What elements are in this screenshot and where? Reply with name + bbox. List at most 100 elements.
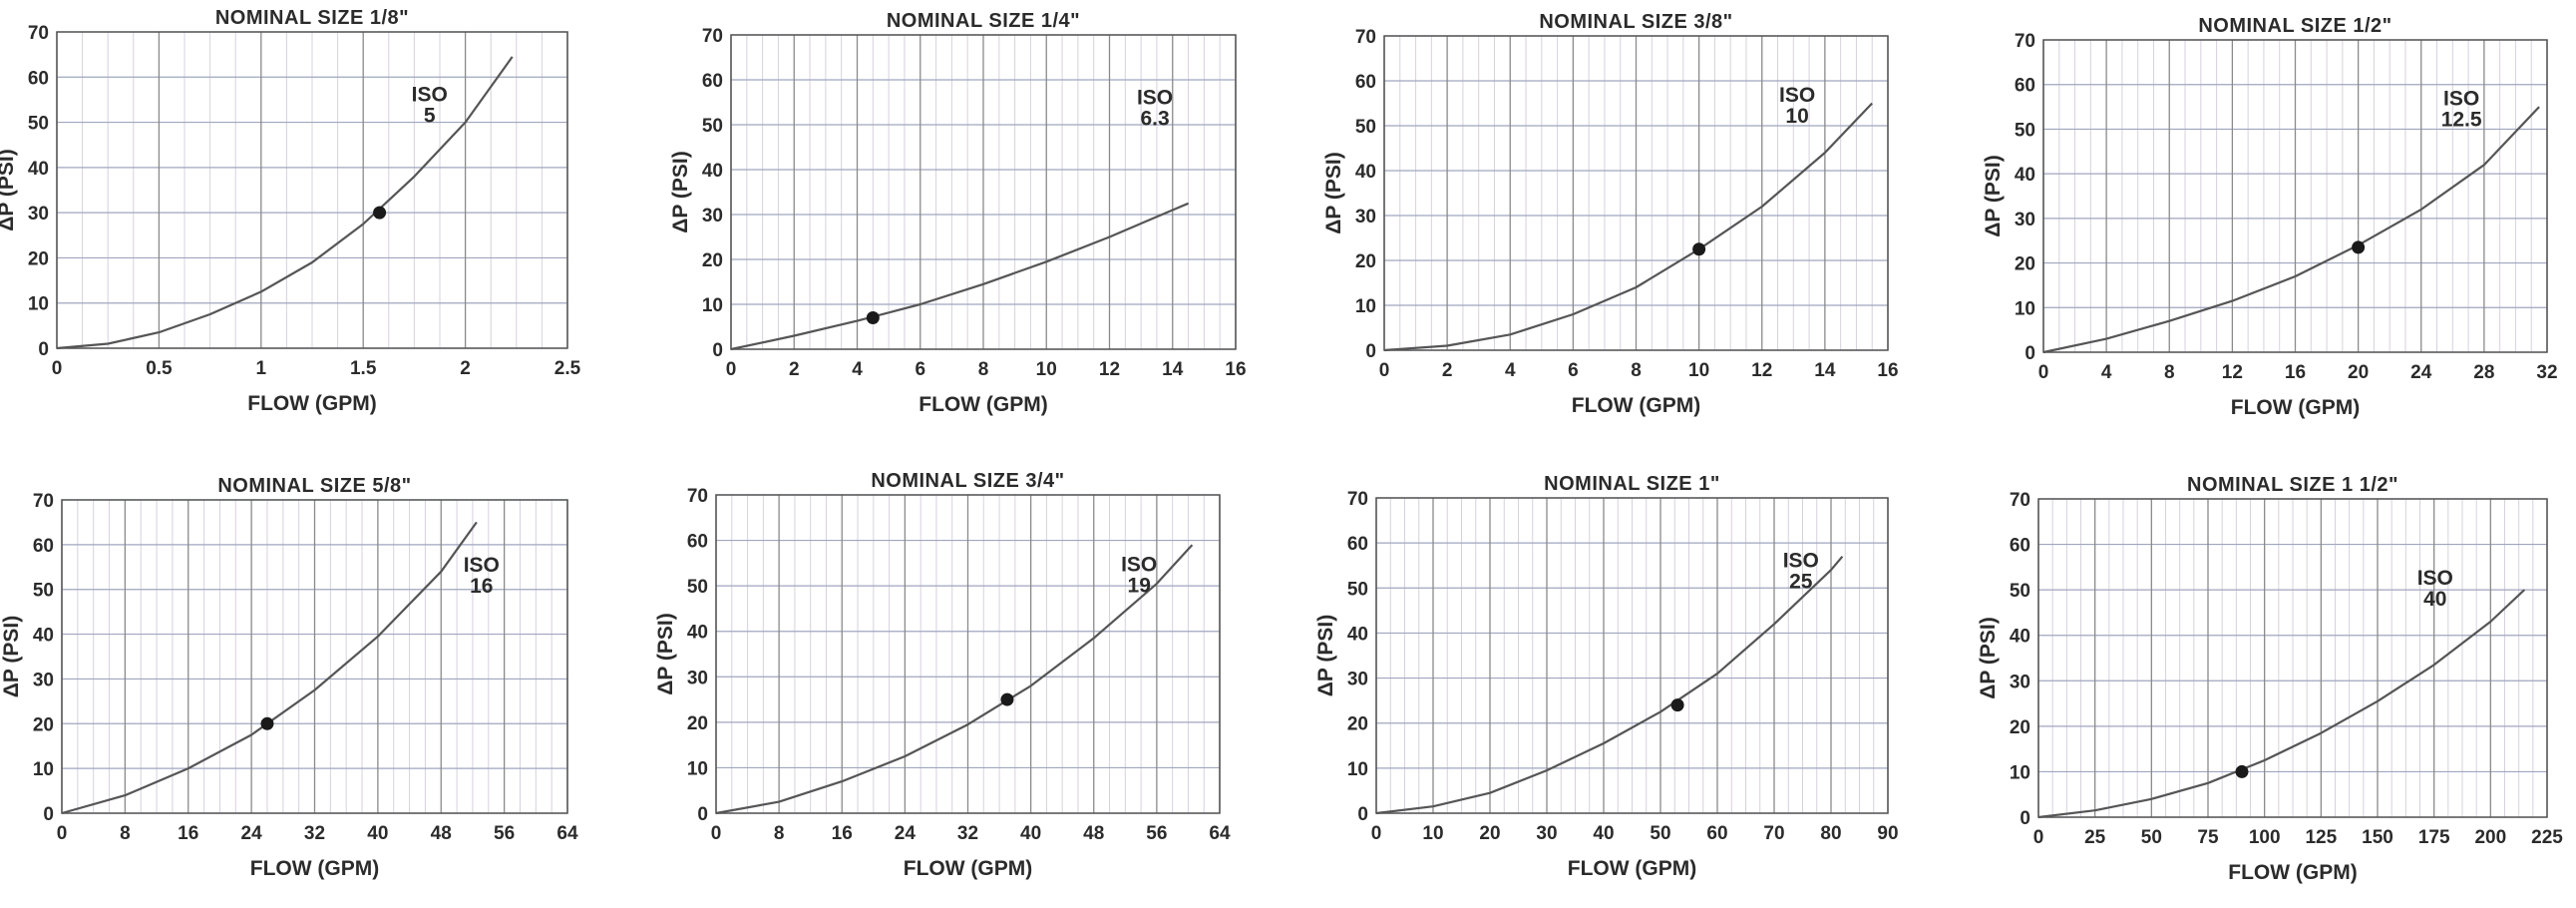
y-tick-label: 70 bbox=[2010, 490, 2030, 511]
x-axis-title: FLOW (GPM) bbox=[247, 392, 376, 415]
series-label: ISO bbox=[464, 554, 500, 577]
plot-frame bbox=[61, 499, 568, 814]
plot-frame bbox=[715, 494, 1221, 814]
series-curve bbox=[2037, 589, 2526, 819]
y-tick-label: 20 bbox=[2010, 717, 2030, 738]
y-tick-label: 30 bbox=[33, 670, 54, 690]
y-tick-label: 40 bbox=[28, 159, 49, 180]
chart-title: NOMINAL SIZE 1" bbox=[1544, 473, 1720, 495]
y-tick-label: 60 bbox=[2010, 536, 2030, 557]
y-tick-label: 30 bbox=[28, 204, 49, 225]
x-tick-label: 16 bbox=[832, 823, 853, 844]
x-tick-label: 1 bbox=[256, 358, 267, 379]
x-tick-label: 32 bbox=[957, 823, 978, 844]
y-tick-label: 30 bbox=[2015, 210, 2035, 230]
y-tick-label: 50 bbox=[1355, 117, 1376, 138]
y-axis-title: ΔP (PSI) bbox=[0, 149, 18, 230]
x-tick-label: 30 bbox=[1536, 823, 1557, 844]
x-tick-label: 50 bbox=[1650, 823, 1670, 844]
x-tick-label: 125 bbox=[2305, 827, 2337, 848]
x-tick-label: 6 bbox=[915, 359, 925, 380]
x-axis-title: FLOW (GPM) bbox=[919, 393, 1047, 416]
x-tick-label: 20 bbox=[2348, 362, 2369, 383]
y-tick-label: 30 bbox=[1355, 207, 1376, 227]
x-tick-label: 12 bbox=[2222, 362, 2243, 383]
y-axis-title: ΔP (PSI) bbox=[1314, 615, 1337, 696]
x-tick-label: 40 bbox=[1593, 823, 1614, 844]
x-tick-label: 0.5 bbox=[146, 358, 173, 379]
series-label: ISO bbox=[412, 84, 448, 107]
x-axis-title: FLOW (GPM) bbox=[904, 857, 1032, 880]
x-tick-label: 14 bbox=[1814, 360, 1836, 381]
x-tick-label: 8 bbox=[978, 359, 989, 380]
series-label: ISO bbox=[2443, 88, 2479, 111]
series-curve bbox=[61, 521, 478, 815]
x-tick-label: 90 bbox=[1877, 823, 1898, 844]
x-axis-title: FLOW (GPM) bbox=[2231, 396, 2360, 419]
series-curve bbox=[730, 202, 1190, 351]
y-tick-label: 70 bbox=[687, 486, 708, 507]
y-tick-label: 50 bbox=[28, 114, 49, 135]
data-point-marker bbox=[1670, 698, 1684, 712]
x-tick-label: 48 bbox=[1083, 823, 1104, 844]
x-tick-label: 24 bbox=[2410, 362, 2432, 383]
x-axis-title: FLOW (GPM) bbox=[2228, 861, 2357, 884]
x-tick-label: 2 bbox=[789, 359, 800, 380]
x-axis-title: FLOW (GPM) bbox=[1568, 857, 1696, 880]
y-axis-title: ΔP (PSI) bbox=[1977, 617, 2000, 698]
x-axis-title: FLOW (GPM) bbox=[1572, 394, 1700, 417]
chart-title: NOMINAL SIZE 5/8" bbox=[217, 475, 411, 497]
chart-panel-6: 0 10 20 30 40 50 60 70 0 8 16 24 32 40 48 56 64 NOMINAL S… bbox=[654, 470, 1231, 880]
data-point-marker bbox=[260, 716, 274, 730]
y-tick-label: 10 bbox=[687, 758, 708, 779]
y-tick-label: 40 bbox=[2010, 627, 2030, 648]
x-tick-label: 0 bbox=[726, 359, 737, 380]
y-tick-label: 70 bbox=[2015, 31, 2035, 52]
y-tick-label: 0 bbox=[1365, 341, 1376, 362]
x-tick-label: 28 bbox=[2473, 362, 2494, 383]
x-tick-label: 8 bbox=[1631, 360, 1642, 381]
x-tick-label: 80 bbox=[1820, 823, 1841, 844]
x-tick-label: 64 bbox=[1209, 823, 1231, 844]
y-tick-label: 30 bbox=[2010, 672, 2030, 692]
x-tick-label: 2.5 bbox=[554, 358, 581, 379]
x-tick-label: 100 bbox=[2249, 827, 2281, 848]
x-tick-label: 75 bbox=[2197, 827, 2219, 848]
series-label: ISO bbox=[1137, 86, 1173, 109]
x-axis-title: FLOW (GPM) bbox=[250, 857, 379, 880]
chart-title: NOMINAL SIZE 3/4" bbox=[871, 470, 1064, 492]
x-tick-label: 0 bbox=[52, 358, 63, 379]
y-tick-label: 40 bbox=[1347, 624, 1368, 645]
series-curve bbox=[715, 544, 1194, 815]
x-tick-label: 60 bbox=[1706, 823, 1727, 844]
chart-panel-2: 0 10 20 30 40 50 60 70 0 2 4 6 8 10 12 14 16 NOMINAL SIZE… bbox=[669, 10, 1247, 416]
x-tick-label: 70 bbox=[1763, 823, 1784, 844]
y-tick-label: 20 bbox=[687, 713, 708, 734]
x-tick-label: 4 bbox=[1505, 360, 1516, 381]
plot-frame bbox=[56, 31, 568, 349]
data-point-marker bbox=[2235, 764, 2249, 778]
series-label: 19 bbox=[1128, 575, 1151, 598]
y-tick-label: 10 bbox=[702, 295, 723, 316]
x-tick-label: 0 bbox=[1371, 823, 1382, 844]
x-tick-label: 0 bbox=[1379, 360, 1390, 381]
x-tick-label: 40 bbox=[1020, 823, 1041, 844]
x-tick-label: 24 bbox=[241, 823, 263, 844]
x-tick-label: 25 bbox=[2084, 827, 2106, 848]
x-tick-label: 24 bbox=[895, 823, 917, 844]
y-tick-label: 70 bbox=[33, 491, 54, 512]
chart-title: NOMINAL SIZE 1/4" bbox=[887, 10, 1080, 32]
x-tick-label: 16 bbox=[1877, 360, 1898, 381]
y-tick-label: 10 bbox=[1347, 759, 1368, 780]
chart-panel-7: 0 10 20 30 40 50 60 70 0 10 20 30 40 50 60 70 80 90 NOMINA… bbox=[1314, 473, 1899, 880]
x-tick-label: 4 bbox=[2101, 362, 2112, 383]
series-curve bbox=[1375, 555, 1844, 815]
y-tick-label: 10 bbox=[2010, 762, 2030, 783]
plot-frame bbox=[1375, 497, 1889, 814]
chart-title: NOMINAL SIZE 3/8" bbox=[1539, 11, 1732, 33]
x-tick-label: 2 bbox=[1442, 360, 1453, 381]
series-label: ISO bbox=[2417, 567, 2453, 590]
y-axis-title: ΔP (PSI) bbox=[0, 616, 23, 697]
y-tick-label: 0 bbox=[697, 804, 708, 825]
y-tick-label: 20 bbox=[1355, 251, 1376, 272]
